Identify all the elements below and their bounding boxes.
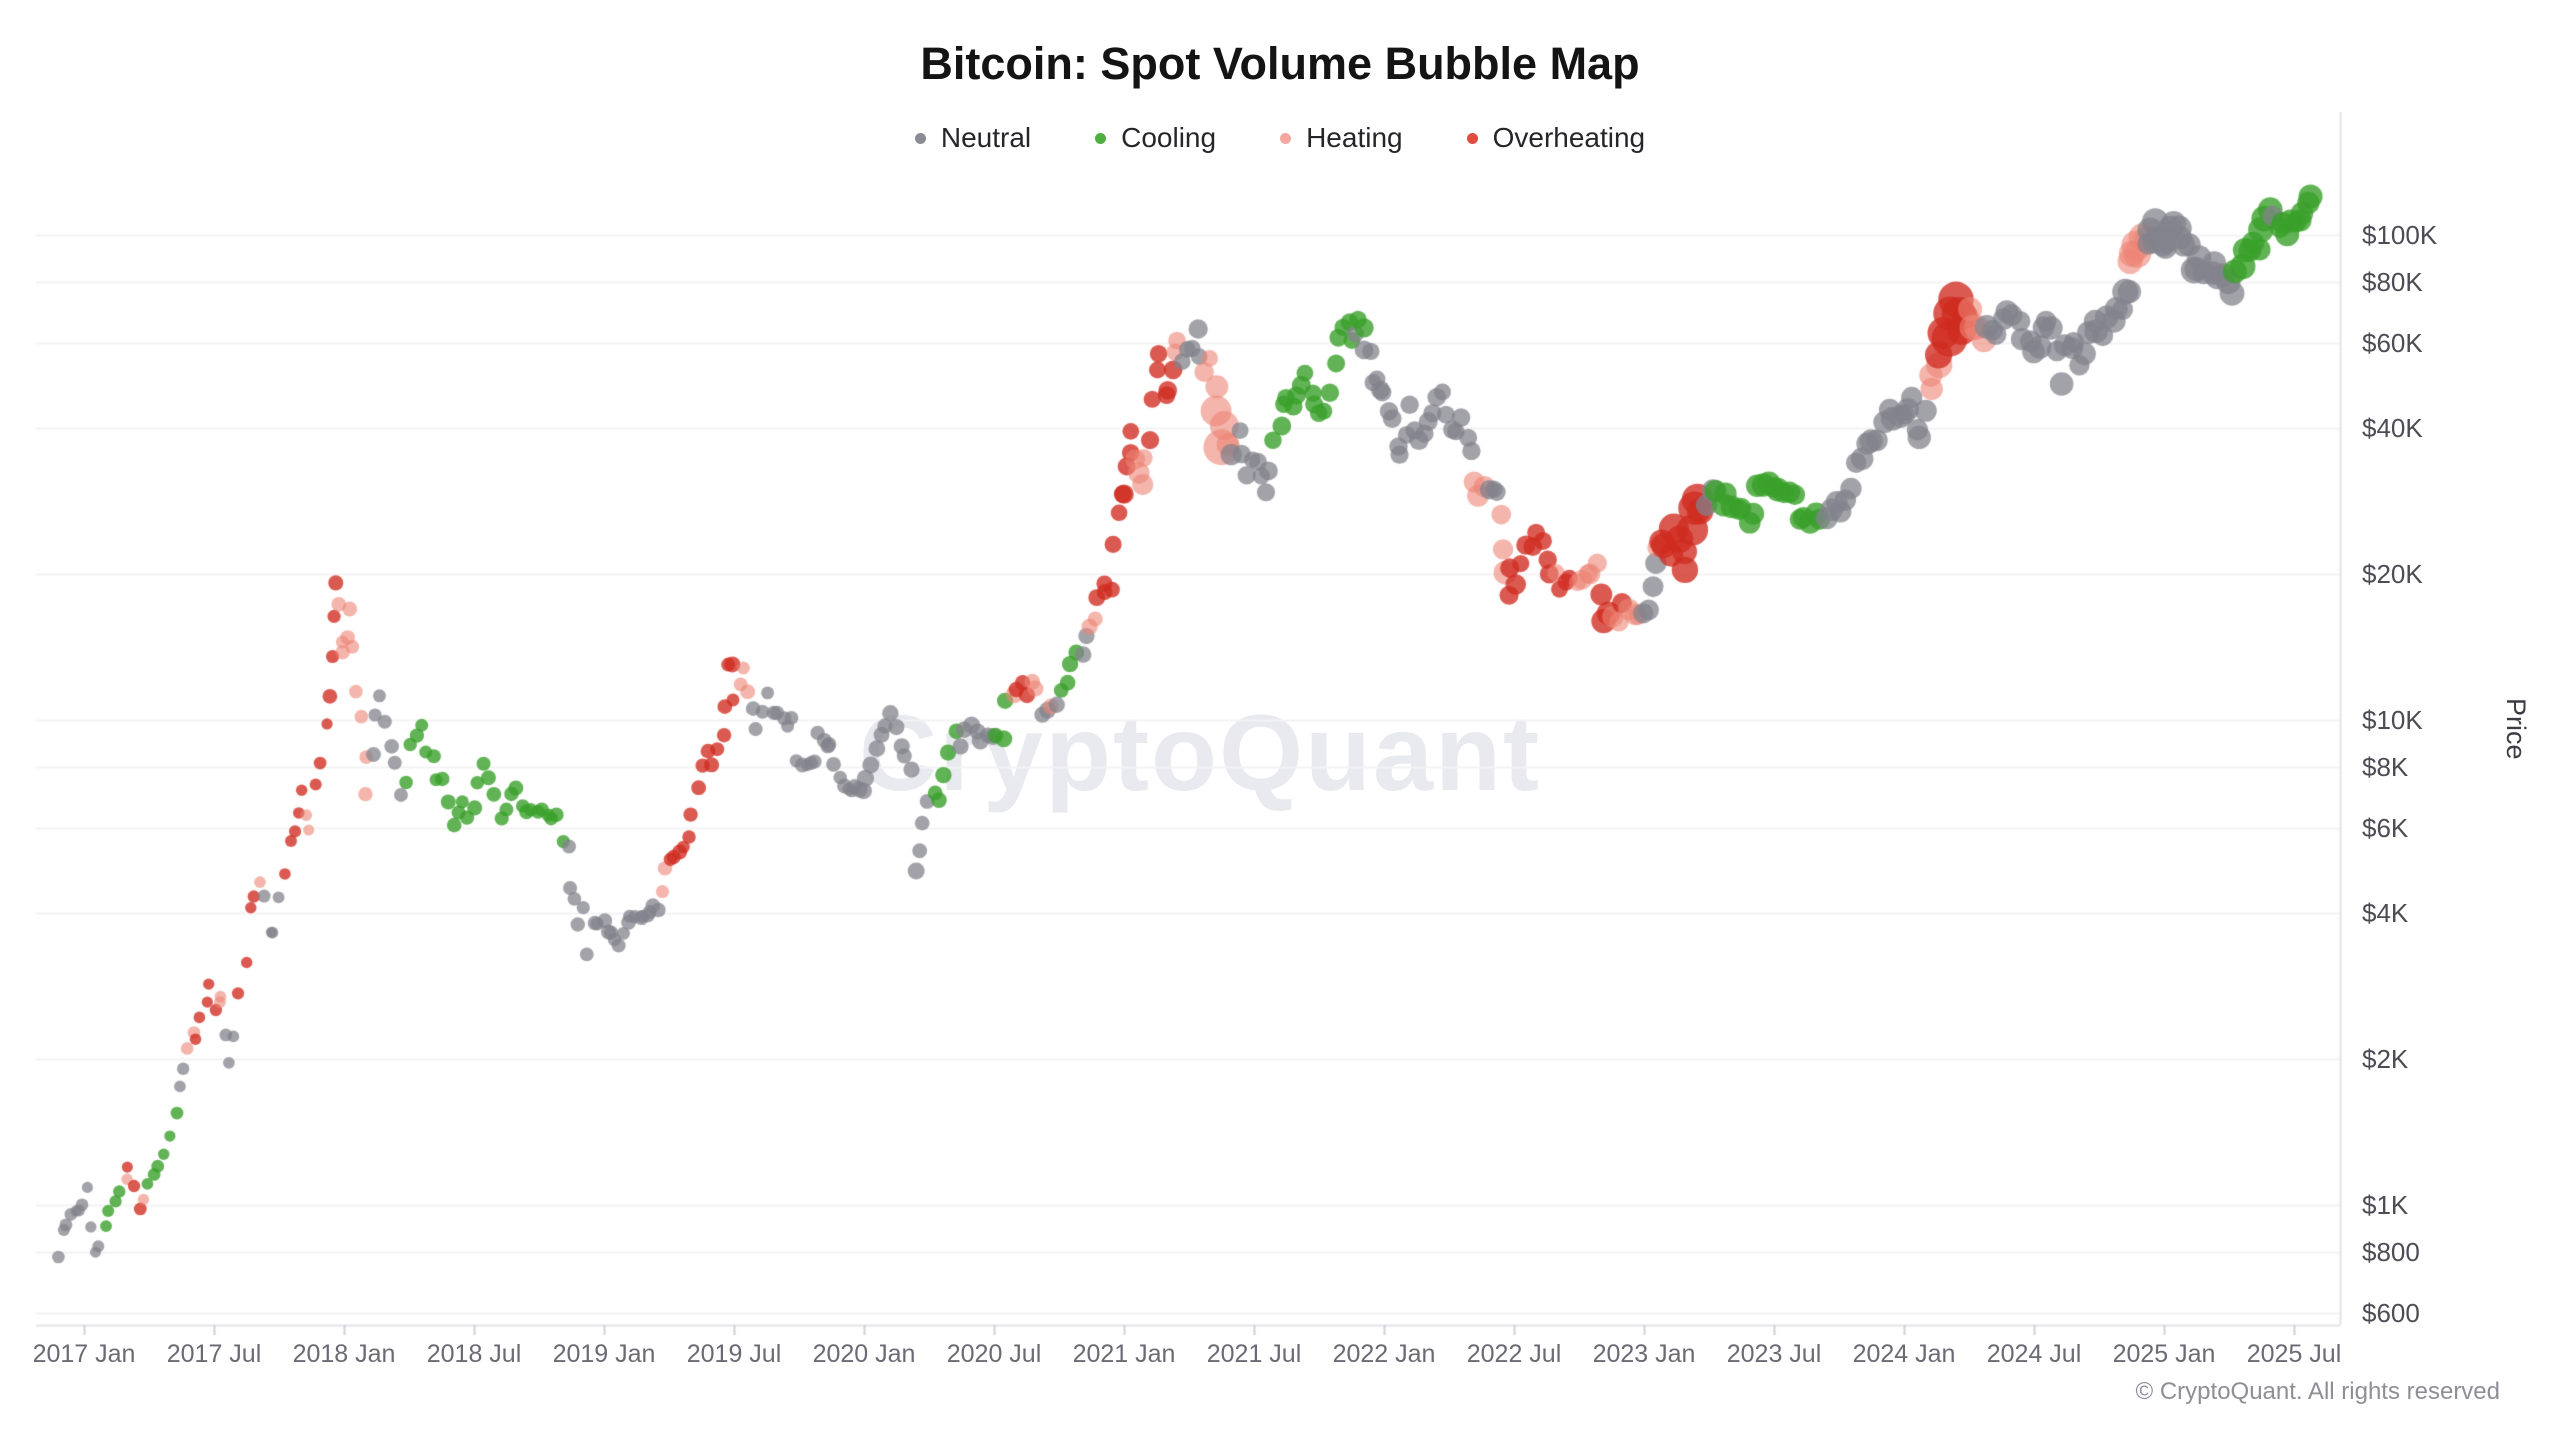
x-axis-tick-label: 2017 Jan xyxy=(32,1340,136,1368)
y-axis-tick-label: $8K xyxy=(2362,752,2409,782)
legend-label-cooling: Cooling xyxy=(1121,122,1217,153)
x-axis-tick-label: 2021 Jul xyxy=(1206,1340,1302,1368)
chart-legend: Neutral Cooling Heating Overheating xyxy=(0,122,2560,154)
y-axis-title: Price xyxy=(2501,698,2531,760)
legend-label-overheating: Overheating xyxy=(1492,122,1646,153)
x-axis-tick-label: 2017 Jul xyxy=(166,1340,262,1368)
y-axis-tick-label: $100K xyxy=(2362,220,2438,250)
y-axis-tick-label: $2K xyxy=(2362,1044,2409,1074)
y-axis-tick-label: $80K xyxy=(2362,267,2423,297)
legend-item-heating[interactable]: Heating xyxy=(1280,122,1403,154)
copyright-footer: © CryptoQuant. All rights reserved xyxy=(2135,1378,2501,1405)
legend-item-neutral[interactable]: Neutral xyxy=(914,122,1032,154)
x-axis-tick-label: 2023 Jul xyxy=(1726,1340,1822,1368)
x-axis-tick-label: 2023 Jan xyxy=(1592,1340,1696,1368)
chart-title: Bitcoin: Spot Volume Bubble Map xyxy=(920,38,1640,89)
y-axis-tick-label: $800 xyxy=(2362,1237,2420,1267)
legend-item-cooling[interactable]: Cooling xyxy=(1095,122,1216,154)
y-axis-tick-label: $6K xyxy=(2362,812,2409,843)
x-axis-tick-label: 2025 Jan xyxy=(2112,1340,2216,1368)
x-axis-tick-label: 2022 Jan xyxy=(1332,1340,1436,1368)
x-axis-tick-label: 2024 Jul xyxy=(1986,1340,2082,1368)
x-axis-tick-label: 2019 Jul xyxy=(686,1340,782,1368)
x-axis-tick-label: 2020 Jan xyxy=(812,1340,916,1368)
x-axis-tick-label: 2019 Jan xyxy=(552,1340,656,1368)
cooling-dot-icon xyxy=(1095,132,1107,144)
neutral-dot-icon xyxy=(914,132,926,144)
x-axis-tick-label: 2018 Jul xyxy=(426,1340,522,1368)
legend-label-heating: Heating xyxy=(1306,122,1403,153)
y-axis-tick-label: $10K xyxy=(2362,705,2423,735)
x-axis-tick-label: 2025 Jul xyxy=(2246,1340,2342,1368)
x-axis-tick-label: 2018 Jan xyxy=(292,1340,396,1368)
legend-label-neutral: Neutral xyxy=(940,122,1032,153)
y-axis-tick-label: $4K xyxy=(2362,898,2409,928)
x-axis-tick-label: 2020 Jul xyxy=(946,1340,1042,1368)
x-axis-tick-label: 2022 Jul xyxy=(1466,1340,1562,1368)
overheating-dot-icon xyxy=(1466,132,1478,144)
legend-item-overheating[interactable]: Overheating xyxy=(1466,122,1646,154)
y-axis-tick-label: $40K xyxy=(2362,413,2423,443)
heating-dot-icon xyxy=(1280,132,1292,144)
y-axis-tick-label: $60K xyxy=(2362,327,2423,358)
y-axis-tick-label: $1K xyxy=(2362,1190,2409,1220)
x-axis-tick-label: 2024 Jan xyxy=(1852,1340,1956,1368)
x-axis-tick-label: 2021 Jan xyxy=(1072,1340,1176,1368)
y-axis-tick-label: $20K xyxy=(2362,559,2423,589)
y-axis-tick-label: $600 xyxy=(2362,1297,2420,1328)
